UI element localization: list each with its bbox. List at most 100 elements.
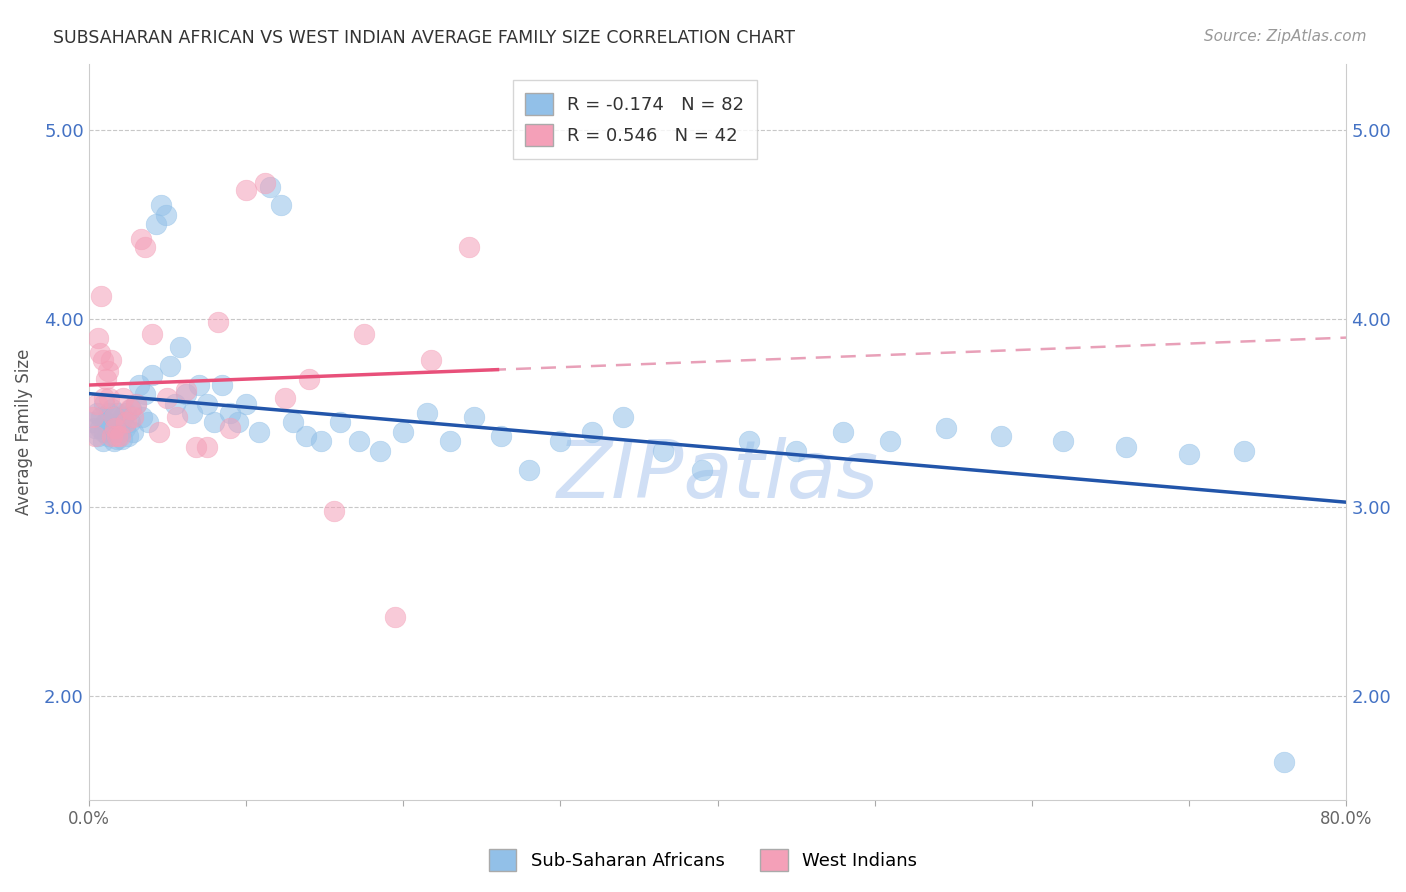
Point [118, 402, 141, 417]
Point [101, 402, 124, 417]
Point [420, 353, 443, 368]
Point [141, 368, 163, 383]
Point [150, 198, 173, 212]
Point [103, 409, 125, 424]
Point [1178, 447, 1201, 461]
Point [111, 433, 134, 447]
Point [86, 406, 108, 420]
Point [148, 425, 170, 439]
Point [125, 396, 148, 410]
Point [832, 425, 855, 439]
Point [235, 183, 257, 197]
Point [738, 434, 761, 449]
Point [415, 406, 437, 420]
Point [103, 434, 125, 449]
Point [98, 406, 121, 420]
Point [159, 359, 181, 373]
Point [108, 428, 131, 442]
Point [1272, 755, 1295, 769]
Point [253, 176, 276, 190]
Text: ZIPatlas: ZIPatlas [557, 437, 879, 515]
Point [101, 425, 124, 439]
Text: SUBSAHARAN AFRICAN VS WEST INDIAN AVERAGE FAMILY SIZE CORRELATION CHART: SUBSAHARAN AFRICAN VS WEST INDIAN AVERAG… [53, 29, 796, 46]
Point [138, 416, 160, 430]
Point [145, 218, 167, 232]
Point [101, 428, 124, 442]
Point [89, 345, 111, 359]
Point [612, 409, 634, 424]
Text: Source: ZipAtlas.com: Source: ZipAtlas.com [1204, 29, 1367, 44]
Point [104, 421, 127, 435]
Y-axis label: Average Family Size: Average Family Size [15, 349, 32, 515]
Point [87, 428, 110, 442]
Point [156, 391, 179, 405]
Point [166, 409, 188, 424]
Point [89, 421, 111, 435]
Point [94, 372, 117, 386]
Point [274, 391, 297, 405]
Point [134, 387, 156, 401]
Point [323, 504, 346, 518]
Point [121, 409, 143, 424]
Point [458, 240, 481, 254]
Point [105, 406, 128, 420]
Point [100, 353, 122, 368]
Point [211, 377, 233, 392]
Point [219, 406, 242, 420]
Point [174, 384, 197, 398]
Point [128, 377, 150, 392]
Point [204, 416, 226, 430]
Point [93, 391, 115, 405]
Point [165, 396, 187, 410]
Point [105, 428, 128, 442]
Point [247, 425, 270, 439]
Point [93, 425, 115, 439]
Point [651, 443, 673, 458]
Point [155, 208, 177, 222]
Point [187, 377, 209, 392]
Point [104, 421, 127, 435]
Point [103, 409, 125, 424]
Point [550, 434, 572, 449]
Point [259, 179, 281, 194]
Point [690, 462, 713, 476]
Point [112, 409, 135, 424]
Point [226, 416, 249, 430]
Point [87, 330, 110, 344]
Point [91, 353, 114, 368]
Legend: R = -0.174   N = 82, R = 0.546   N = 42: R = -0.174 N = 82, R = 0.546 N = 42 [513, 80, 756, 159]
Point [1052, 434, 1074, 449]
Point [84, 421, 107, 435]
Point [347, 434, 370, 449]
Point [115, 416, 138, 430]
Point [115, 406, 138, 420]
Point [82, 416, 104, 430]
Point [98, 391, 121, 405]
Point [270, 198, 292, 212]
Point [581, 425, 603, 439]
Point [90, 289, 112, 303]
Point [311, 434, 333, 449]
Point [134, 240, 156, 254]
Point [117, 428, 139, 442]
Point [368, 443, 391, 458]
Point [489, 428, 512, 442]
Point [94, 416, 117, 430]
Point [108, 425, 131, 439]
Point [207, 315, 229, 329]
Point [125, 396, 148, 410]
Point [118, 416, 141, 430]
Point [131, 409, 153, 424]
Point [353, 326, 375, 341]
Point [235, 396, 257, 410]
Legend: Sub-Saharan Africans, West Indians: Sub-Saharan Africans, West Indians [482, 842, 924, 879]
Point [141, 326, 163, 341]
Point [281, 416, 304, 430]
Point [1115, 440, 1137, 454]
Point [86, 396, 108, 410]
Point [107, 417, 129, 432]
Point [121, 425, 143, 439]
Point [934, 421, 956, 435]
Point [298, 372, 321, 386]
Point [195, 440, 218, 454]
